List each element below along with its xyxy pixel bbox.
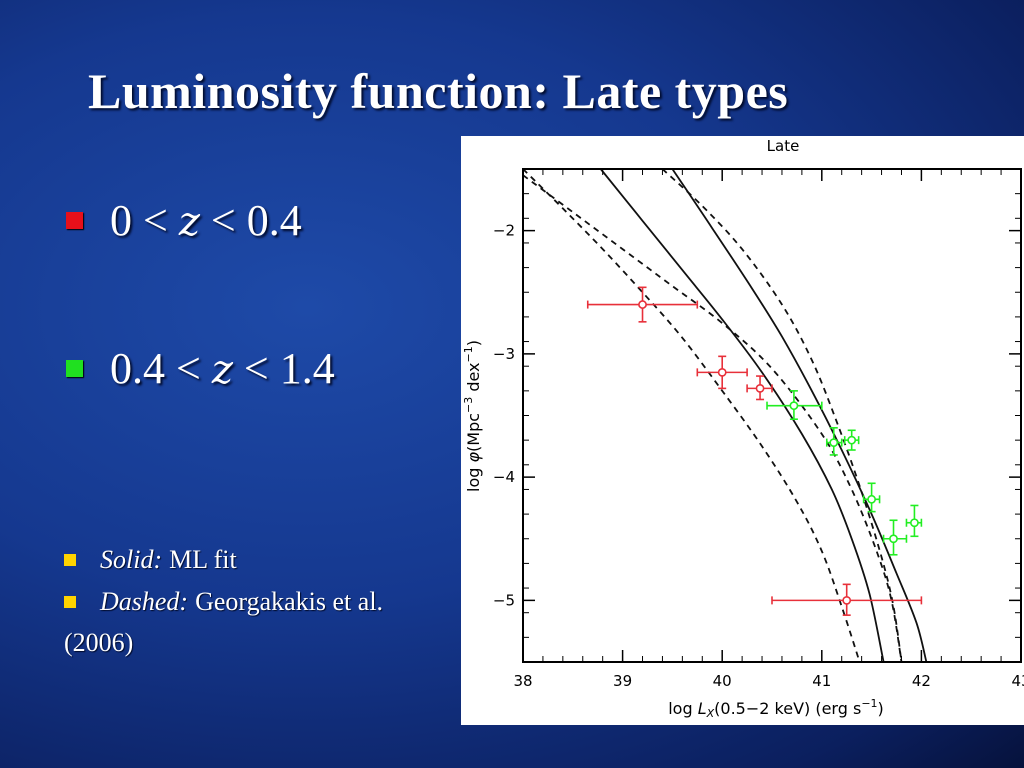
y-tick-label: −3 [493, 345, 515, 363]
y-tick-label: −4 [493, 468, 515, 486]
data-point [905, 504, 923, 538]
bullet-var: z [211, 347, 233, 393]
y-tick-label: −2 [493, 222, 515, 240]
x-tick-label: 39 [613, 672, 632, 690]
point-marker [717, 367, 727, 377]
data-point [825, 427, 843, 456]
data-point [771, 583, 923, 616]
point-marker [842, 595, 852, 605]
model-curves [522, 168, 928, 663]
legend-note-text: ML fit [169, 545, 237, 574]
data-points [586, 286, 923, 616]
data-point [586, 286, 699, 323]
legend-note-label: Dashed: [100, 587, 189, 616]
bullet-text: 0 < z < 0.4 [110, 195, 302, 246]
x-tick-label: 40 [713, 672, 732, 690]
bullet-text: 0.4 < z < 1.4 [110, 343, 335, 394]
yellow-square-icon [64, 596, 76, 608]
x-tick-label: 43 [1011, 672, 1024, 690]
x-tick-label: 41 [812, 672, 831, 690]
bullet-post: < 0.4 [199, 196, 302, 245]
plot-frame [522, 168, 1022, 663]
solid-curve [600, 168, 885, 663]
point-marker [755, 383, 765, 393]
legend-note-label: Solid: [100, 545, 163, 574]
data-point [766, 390, 823, 420]
bullet-var: z [178, 199, 200, 245]
dashed-curve [661, 168, 903, 663]
data-point [696, 355, 748, 390]
bullet-pre: 0.4 < [110, 344, 212, 393]
bullet-redshift-low: 0 < z < 0.4 [66, 195, 302, 246]
dashed-curve [522, 168, 861, 663]
point-marker [829, 438, 839, 448]
yellow-square-icon [64, 554, 76, 566]
bullet-pre: 0 < [110, 196, 179, 245]
chart-title: Late [767, 137, 800, 155]
bullet-post: < 1.4 [232, 344, 335, 393]
x-tick-label: 42 [912, 672, 931, 690]
point-marker [910, 518, 919, 528]
chart-panel: Late 38 39 40 41 42 43 −2 −3 −4 −5 log LX(0.5−2 k… [461, 136, 1024, 725]
solid-curve [671, 168, 928, 663]
data-point [843, 429, 860, 451]
point-marker [867, 494, 876, 504]
y-tick-label: −5 [493, 591, 515, 609]
luminosity-function-chart: Late 38 39 40 41 42 43 −2 −3 −4 −5 log LX(0.5−2 k… [462, 137, 1024, 720]
red-square-icon [66, 212, 83, 229]
bullet-redshift-high: 0.4 < z < 1.4 [66, 343, 335, 394]
point-marker [638, 300, 647, 309]
legend-note-text: Georgakakis et al. [195, 587, 384, 616]
legend-note-dashed: Dashed: Georgakakis et al. [64, 587, 383, 617]
data-point [862, 482, 881, 513]
axes: 38 39 40 41 42 43 −2 −3 −4 −5 [493, 168, 1024, 690]
point-marker [889, 534, 898, 544]
slide-title: Luminosity function: Late types [88, 63, 789, 119]
data-point [882, 519, 908, 556]
point-marker [789, 401, 799, 411]
legend-note-wrap: (2006) [64, 628, 134, 657]
dashed-curve [522, 174, 903, 663]
green-square-icon [66, 360, 83, 377]
legend-note-solid: Solid: ML fit [64, 545, 237, 575]
y-axis-label: log φ(Mpc−3 dex−1) [462, 340, 483, 492]
x-axis-label: log LX(0.5−2 keV) (erg s−1) [668, 697, 884, 720]
point-marker [847, 435, 857, 445]
data-point [746, 375, 773, 401]
x-tick-label: 38 [513, 672, 532, 690]
